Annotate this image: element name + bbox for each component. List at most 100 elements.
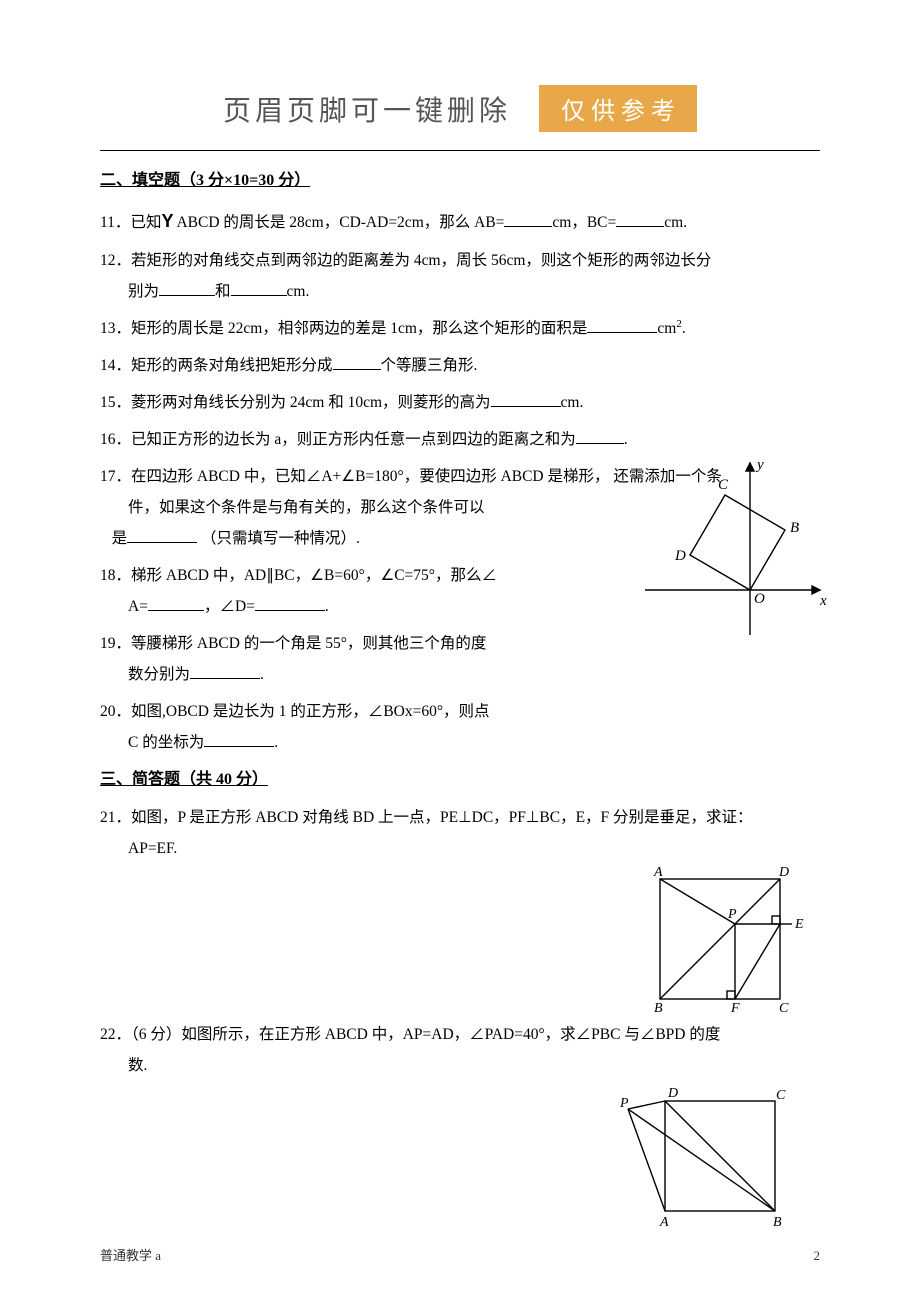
q18-t3: ，∠D=	[204, 598, 255, 615]
q13-t3: .	[682, 320, 686, 337]
q22-num: 22．	[100, 1026, 131, 1043]
header-badge: 仅供参考	[539, 85, 697, 132]
fig2-label-B: B	[654, 1001, 663, 1014]
footer-left: 普通教学 a	[100, 1245, 161, 1264]
fig3-label-A: A	[659, 1215, 669, 1230]
q16-t2: .	[624, 431, 628, 448]
question-21-line1: 21．如图，P 是正方形 ABCD 对角线 BD 上一点，PE⊥DC，PF⊥BC…	[100, 802, 820, 833]
figure-q21: A D B C F E P	[640, 864, 810, 1014]
q20-t3: .	[274, 734, 278, 751]
question-12-line2: 别为和cm.	[100, 276, 820, 307]
question-19-line2: 数分别为.	[100, 659, 630, 690]
q19-num: 19．	[100, 635, 131, 652]
question-13: 13．矩形的周长是 22cm，相邻两边的差是 1cm，那么这个矩形的面积是cm2…	[100, 313, 820, 344]
q22-t1: （6 分）如图所示，在正方形 ABCD 中，AP=AD，∠PAD=40°，求∠P…	[131, 1026, 720, 1043]
fig2-label-D: D	[778, 865, 789, 880]
fig1-label-x: x	[819, 593, 827, 609]
q15-t2: cm.	[561, 394, 584, 411]
question-17-line3: 是 （只需填写一种情况）.	[100, 523, 630, 554]
q20-t1: 如图,OBCD 是边长为 1 的正方形，∠BOx=60°，则点	[131, 703, 490, 720]
fig3-label-P: P	[620, 1096, 629, 1111]
fig3-label-B: B	[773, 1215, 782, 1230]
q14-t1: 矩形的两条对角线把矩形分成	[131, 357, 333, 374]
page-header: 页眉页脚可一键删除 仅供参考	[100, 85, 820, 132]
fig1-label-B: B	[790, 520, 799, 536]
q19-t2: 数分别为	[128, 666, 190, 683]
blank	[616, 212, 664, 228]
question-14: 14．矩形的两条对角线把矩形分成 个等腰三角形.	[100, 350, 820, 381]
q20-num: 20．	[100, 703, 131, 720]
q16-num: 16．	[100, 431, 131, 448]
question-20-line2: C 的坐标为.	[100, 727, 630, 758]
blank	[148, 596, 204, 612]
blank	[333, 355, 381, 371]
q14-num: 14．	[100, 357, 131, 374]
question-11: 11．已知Y ABCD 的周长是 28cm，CD-AD=2cm，那么 AB= cm…	[100, 203, 820, 239]
q11-t2: ABCD 的周长是 28cm，CD-AD=2cm，那么 AB=	[173, 214, 504, 231]
q11-num: 11．	[100, 214, 130, 231]
question-18-line2: A= ，∠D=.	[100, 591, 630, 622]
fig2-label-P: P	[727, 907, 737, 922]
blank	[159, 281, 215, 297]
q20-t2: C 的坐标为	[128, 734, 204, 751]
figure-q22: A B C D P	[620, 1081, 790, 1231]
q21-t1: 如图，P 是正方形 ABCD 对角线 BD 上一点，PE⊥DC，PF⊥BC，E，…	[131, 809, 753, 826]
fig1-label-y: y	[755, 457, 764, 473]
blank	[231, 281, 287, 297]
q12-t1: 若矩形的对角线交点到两邻边的距离差为 4cm，周长 56cm，则这个矩形的两邻边…	[131, 252, 711, 269]
q22-t2: 数.	[128, 1057, 147, 1074]
q18-t2: A=	[128, 598, 148, 615]
q18-t1: 梯形 ABCD 中，AD∥BC，∠B=60°，∠C=75°，那么∠	[131, 567, 497, 584]
q16-t1: 已知正方形的边长为 a，则正方形内任意一点到四边的距离之和为	[131, 431, 576, 448]
q21-t2: AP=EF.	[128, 840, 177, 857]
q18-num: 18．	[100, 567, 131, 584]
q18-t4: .	[325, 598, 329, 615]
q12-t4: cm.	[287, 283, 310, 300]
blank	[255, 596, 325, 612]
q13-t2: cm	[657, 320, 676, 337]
question-22-line2: 数.	[100, 1050, 820, 1081]
fig1-label-O: O	[754, 591, 765, 607]
q11-t4: cm.	[664, 214, 687, 231]
fig2-label-E: E	[794, 917, 804, 932]
q12-t3: 和	[215, 283, 231, 300]
question-20-line1: 20．如图,OBCD 是边长为 1 的正方形，∠BOx=60°，则点	[100, 696, 630, 727]
section-fill-title: 二、填空题（3 分×10=30 分）	[100, 165, 820, 197]
parallelogram-icon: Y	[161, 211, 173, 231]
question-16: 16．已知正方形的边长为 a，则正方形内任意一点到四边的距离之和为.	[100, 424, 820, 455]
blank	[504, 212, 552, 228]
figure-q21-block: A D B C F E P	[100, 864, 820, 1019]
q12-num: 12．	[100, 252, 131, 269]
section-short-title: 三、简答题（共 40 分）	[100, 764, 820, 796]
q15-t1: 菱形两对角线长分别为 24cm 和 10cm，则菱形的高为	[131, 394, 491, 411]
blank	[127, 528, 197, 544]
blank	[190, 664, 260, 680]
blank	[204, 732, 274, 748]
fig3-label-C: C	[776, 1088, 786, 1103]
fig1-label-D: D	[674, 548, 686, 564]
q19-t1: 等腰梯形 ABCD 的一个角是 55°，则其他三个角的度	[131, 635, 486, 652]
question-15: 15．菱形两对角线长分别为 24cm 和 10cm，则菱形的高为 cm.	[100, 387, 820, 418]
header-divider	[100, 150, 820, 151]
question-21-line2: AP=EF.	[100, 833, 820, 864]
q21-num: 21．	[100, 809, 131, 826]
question-19-line1: 19．等腰梯形 ABCD 的一个角是 55°，则其他三个角的度	[100, 628, 630, 659]
blank	[587, 318, 657, 334]
q17-num: 17．	[100, 468, 131, 485]
fig3-label-D: D	[667, 1086, 678, 1101]
q17-t1: 在四边形 ABCD 中，已知∠A+∠B=180°，要使四边形 ABCD 是梯形，…	[131, 468, 722, 485]
q15-num: 15．	[100, 394, 131, 411]
header-title: 页眉页脚可一键删除	[223, 89, 511, 129]
blank	[576, 429, 624, 445]
q17-t3: 是	[112, 530, 128, 547]
q11-t1: 已知	[130, 214, 161, 231]
q13-num: 13．	[100, 320, 131, 337]
q17-t4: （只需填写一种情况）.	[201, 530, 360, 547]
fig1-label-C: C	[718, 477, 729, 493]
figure-q20: O x y B C D	[635, 455, 830, 645]
question-18-line1: 18．梯形 ABCD 中，AD∥BC，∠B=60°，∠C=75°，那么∠	[100, 560, 630, 591]
content: 二、填空题（3 分×10=30 分） 11．已知Y ABCD 的周长是 28cm…	[100, 165, 820, 1241]
q19-t3: .	[260, 666, 264, 683]
q17-t2: 件，如果这个条件是与角有关的，那么这个条件可以	[128, 499, 485, 516]
q14-t2: 个等腰三角形.	[381, 357, 478, 374]
